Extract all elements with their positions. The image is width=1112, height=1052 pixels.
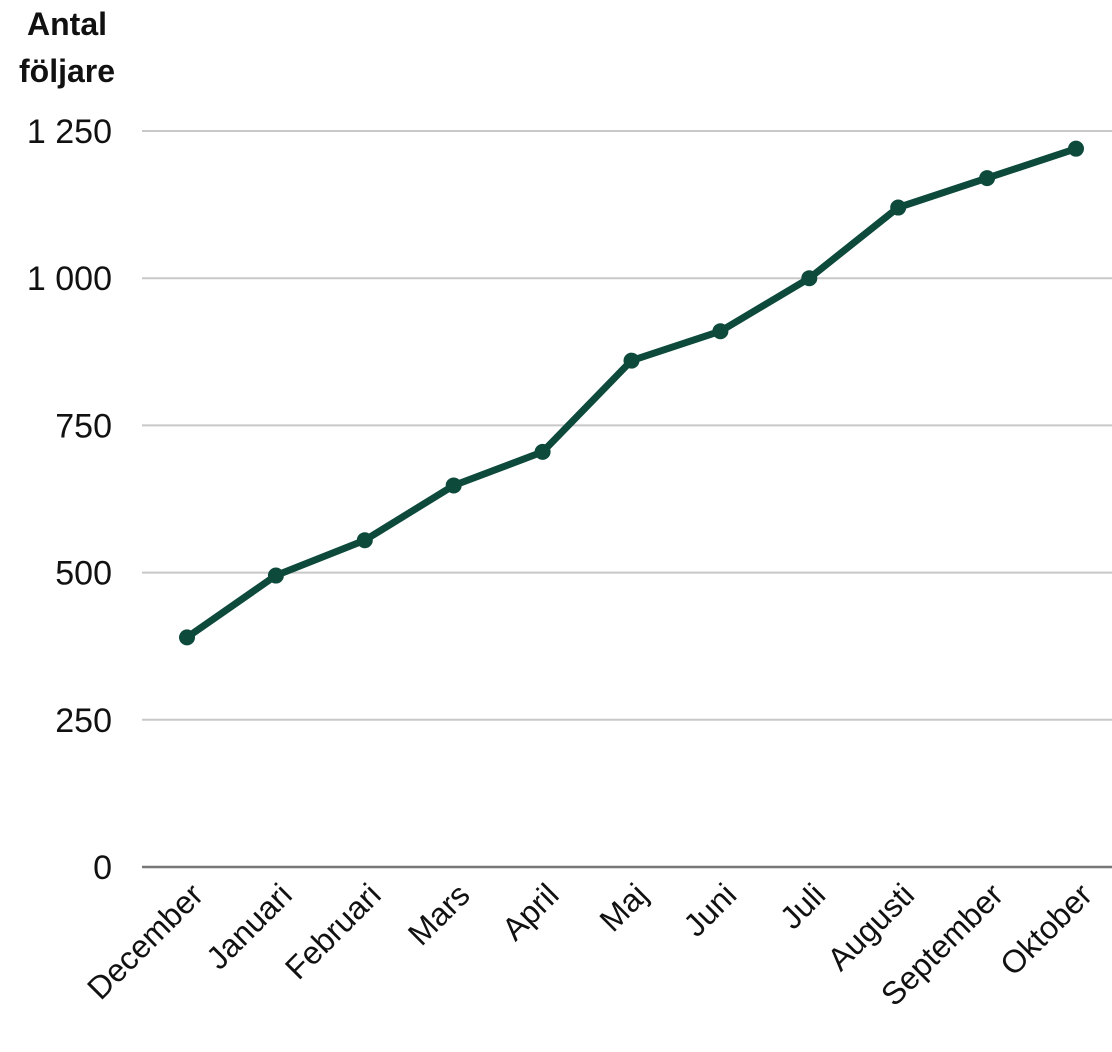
- x-tick-label: Juli: [773, 876, 832, 935]
- data-point: [356, 532, 373, 549]
- y-tick-label: 1 000: [27, 260, 112, 298]
- y-tick-label: 0: [93, 849, 112, 887]
- x-tick-label: Maj: [593, 876, 655, 938]
- series: [179, 140, 1084, 646]
- y-axis-title-line-2: följare: [19, 53, 115, 89]
- data-point: [801, 270, 818, 287]
- y-tick-label: 1 250: [27, 113, 112, 151]
- data-point: [712, 323, 729, 340]
- x-tick-label: Mars: [401, 876, 477, 952]
- data-point: [890, 199, 907, 216]
- data-point: [179, 629, 195, 646]
- data-point: [445, 477, 462, 494]
- data-point: [1068, 140, 1084, 157]
- y-axis-title: Antal följare: [19, 6, 115, 89]
- y-tick-label: 250: [55, 702, 112, 740]
- y-tick-label: 750: [55, 407, 112, 445]
- x-tick-label: Februari: [278, 876, 388, 986]
- x-tick-label: December: [80, 876, 210, 1006]
- gridlines: [142, 130, 1112, 869]
- data-point: [623, 352, 640, 369]
- data-point: [534, 443, 551, 460]
- x-tick-label: April: [495, 876, 566, 947]
- series-line: [183, 145, 1080, 641]
- data-point: [267, 567, 284, 584]
- data-point: [979, 170, 996, 187]
- x-tick-label: Oktober: [993, 876, 1099, 982]
- x-tick-label: Juni: [676, 876, 743, 943]
- y-axis-ticks: 0 250 500 750 1 000 1 250: [27, 113, 112, 887]
- y-axis-title-line-1: Antal: [27, 6, 107, 42]
- y-tick-label: 500: [55, 555, 112, 593]
